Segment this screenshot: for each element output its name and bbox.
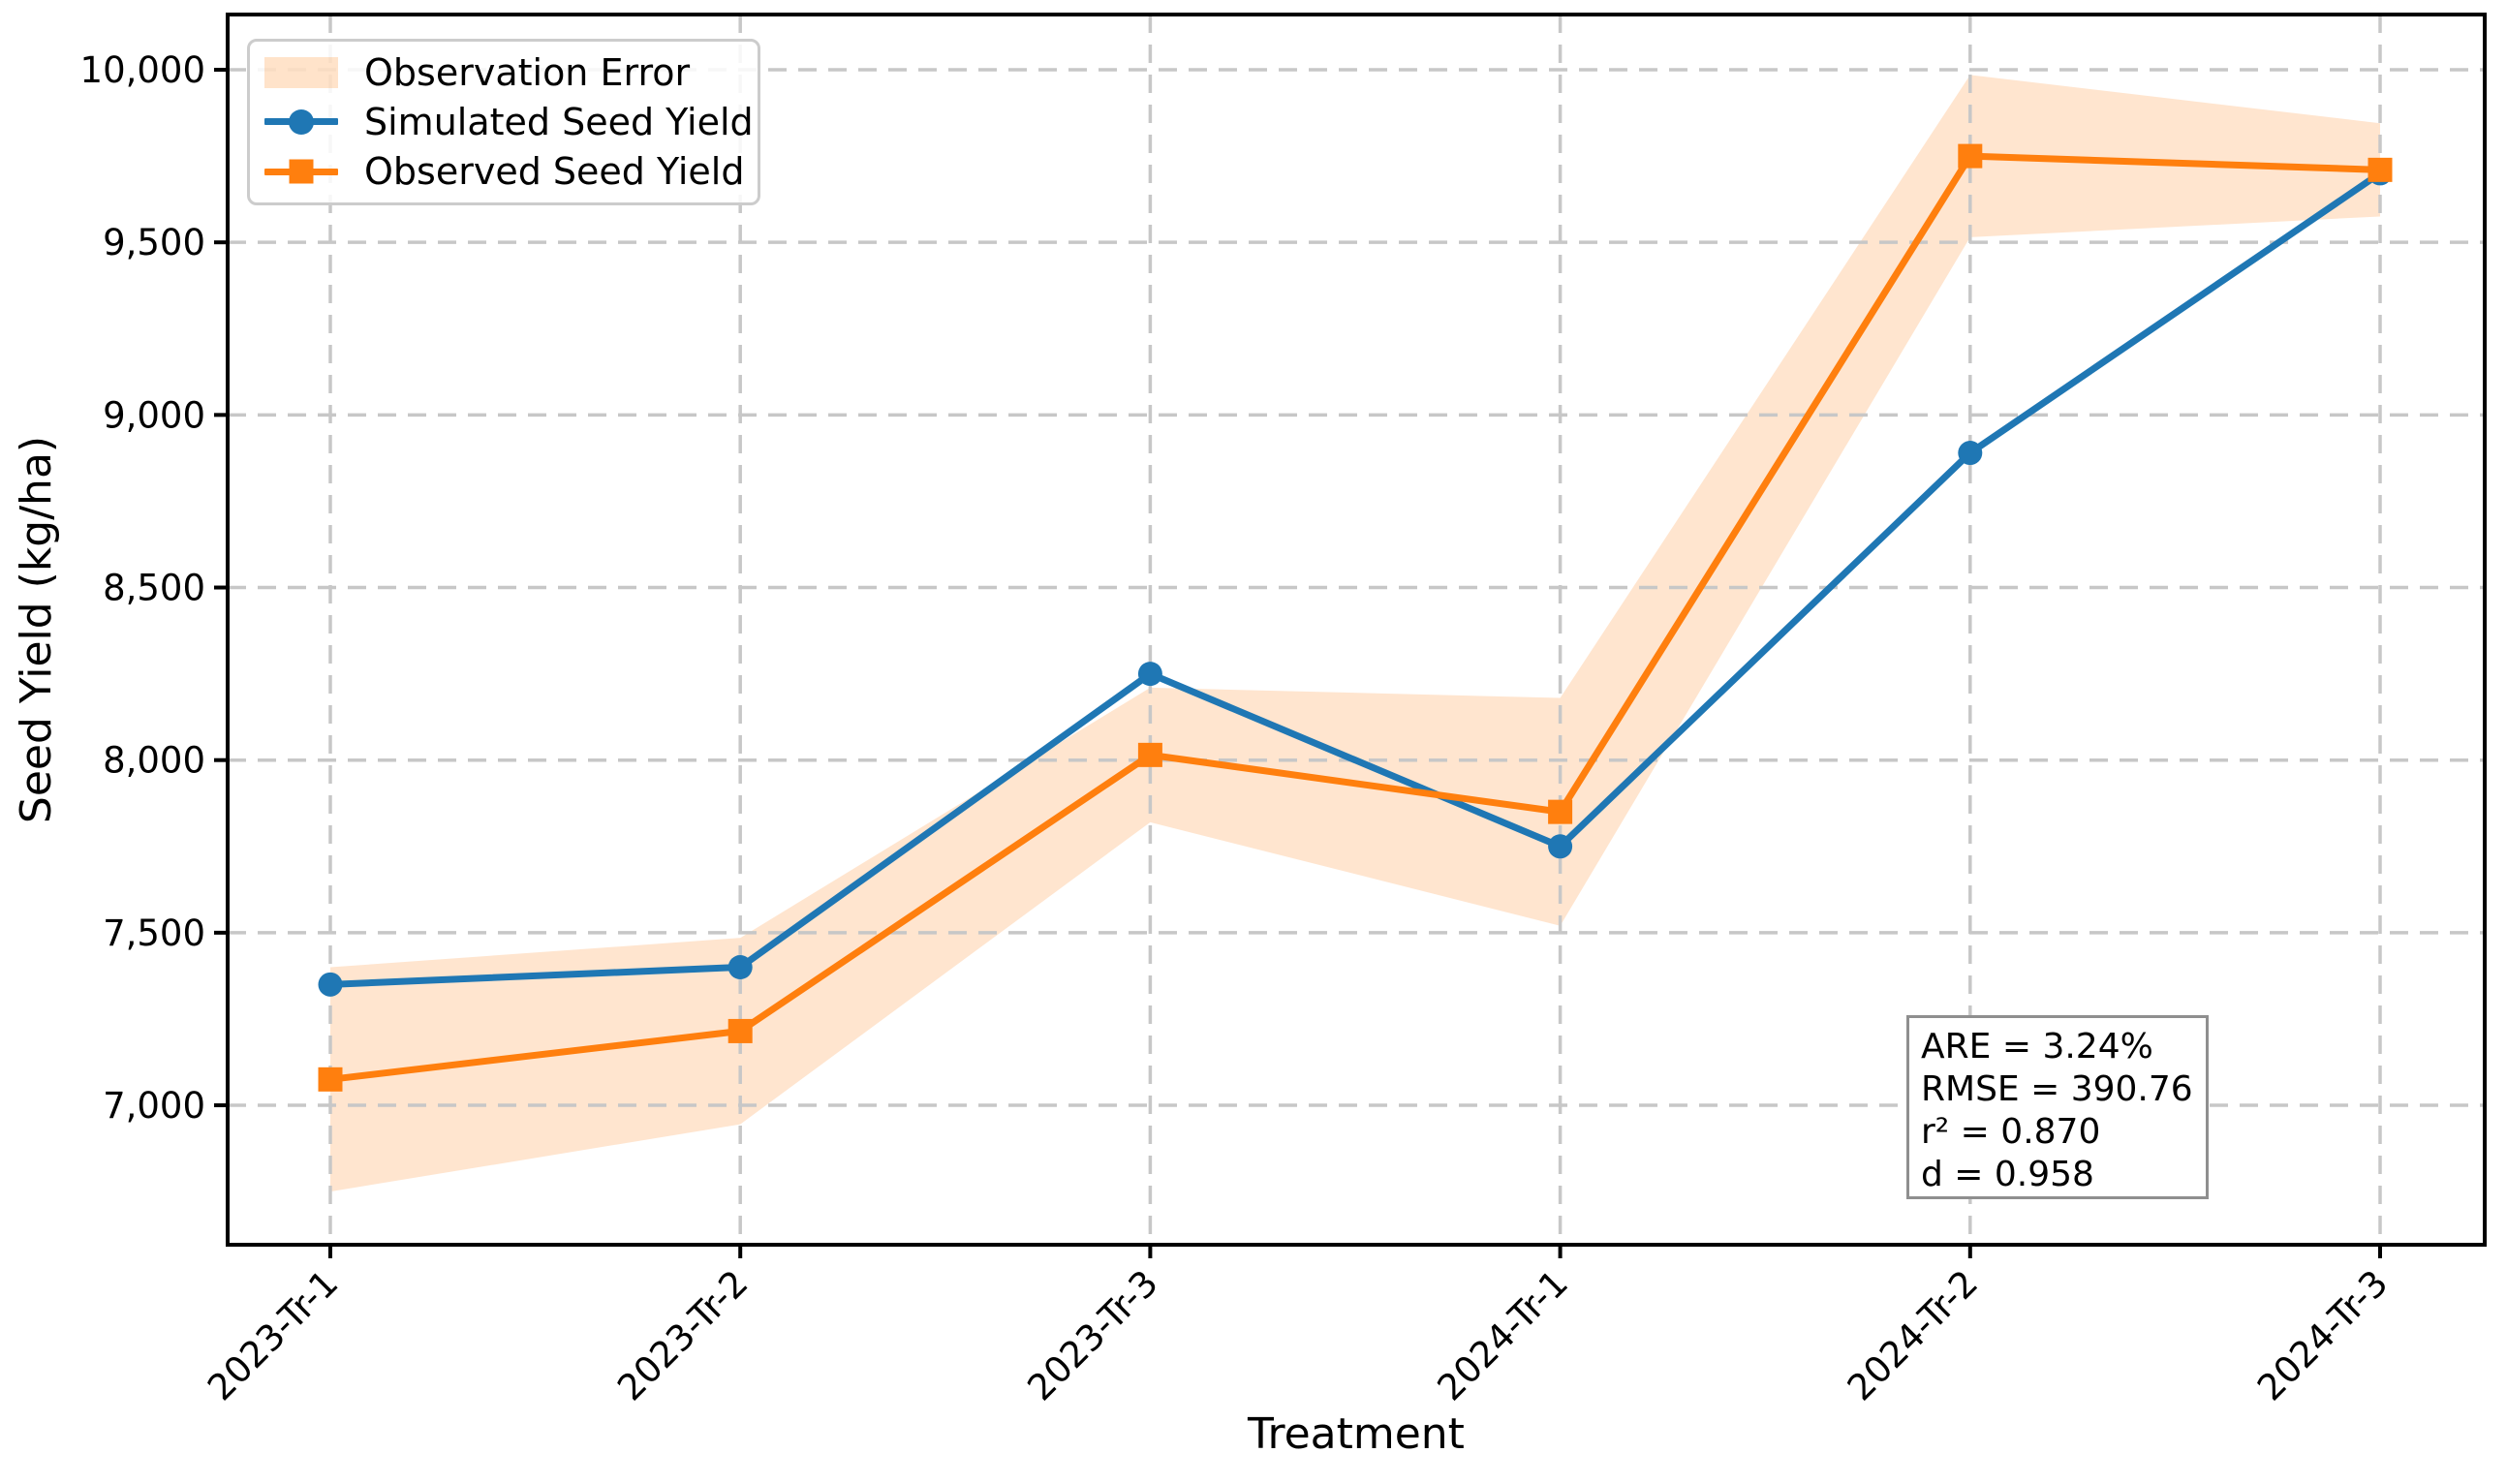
x-tick-label: 2023-Tr-1 (200, 1262, 346, 1408)
observation-error-band (330, 75, 2380, 1192)
y-tick-label: 10,000 (80, 49, 205, 91)
series-line (326, 152, 2384, 1083)
legend: Observation Error Simulated Seed Yield O… (247, 39, 760, 205)
stat-r2: r² = 0.870 (1921, 1112, 2101, 1152)
legend-item-observation-error: Observation Error (263, 47, 740, 97)
legend-label: Observed Seed Yield (364, 150, 745, 194)
data-point-marker (727, 1018, 753, 1043)
stat-d: d = 0.958 (1921, 1155, 2094, 1194)
x-tick-label: 2023-Tr-2 (609, 1262, 756, 1408)
data-point-marker (318, 972, 343, 997)
stat-rmse: RMSE = 390.76 (1921, 1069, 2193, 1109)
y-axis-title: Seed Yield (kg/ha) (12, 435, 61, 824)
data-point-marker (1548, 799, 1573, 824)
y-tick-label: 8,500 (103, 568, 205, 609)
band-swatch-icon (263, 56, 339, 88)
stats-box: ARE = 3.24% RMSE = 390.76 r² = 0.870 d =… (1906, 1015, 2209, 1199)
series-line (326, 170, 2384, 988)
x-tick-label: 2024-Tr-2 (1840, 1262, 1986, 1408)
y-tick-label: 7,500 (103, 912, 205, 954)
y-tick-label: 9,000 (103, 394, 205, 436)
y-tick-label: 9,500 (103, 222, 205, 263)
y-tick-label: 7,000 (103, 1085, 205, 1127)
legend-label: Observation Error (364, 50, 691, 94)
legend-item-simulated: Simulated Seed Yield (263, 97, 754, 146)
legend-item-observed: Observed Seed Yield (263, 147, 744, 197)
data-point-marker (1958, 143, 1983, 169)
x-tick-label: 2024-Tr-3 (2249, 1262, 2396, 1408)
stat-are: ARE = 3.24% (1921, 1027, 2153, 1067)
line-square-swatch-icon (263, 159, 339, 184)
x-tick-label: 2024-Tr-1 (1430, 1262, 1576, 1408)
data-point-marker (1548, 834, 1573, 859)
axes-box (226, 13, 2487, 1247)
legend-label: Simulated Seed Yield (364, 100, 754, 143)
data-point-marker (1137, 742, 1162, 767)
y-tick-label: 8,000 (103, 740, 205, 782)
line-circle-swatch-icon (263, 108, 339, 135)
data-point-marker (318, 1067, 343, 1092)
data-point-marker (1137, 662, 1162, 687)
data-point-marker (1958, 441, 1983, 466)
data-point-marker (727, 955, 753, 980)
x-tick-label: 2023-Tr-3 (1019, 1262, 1165, 1408)
x-axis-title: Treatment (1248, 1409, 1465, 1459)
data-point-marker (2368, 157, 2393, 182)
